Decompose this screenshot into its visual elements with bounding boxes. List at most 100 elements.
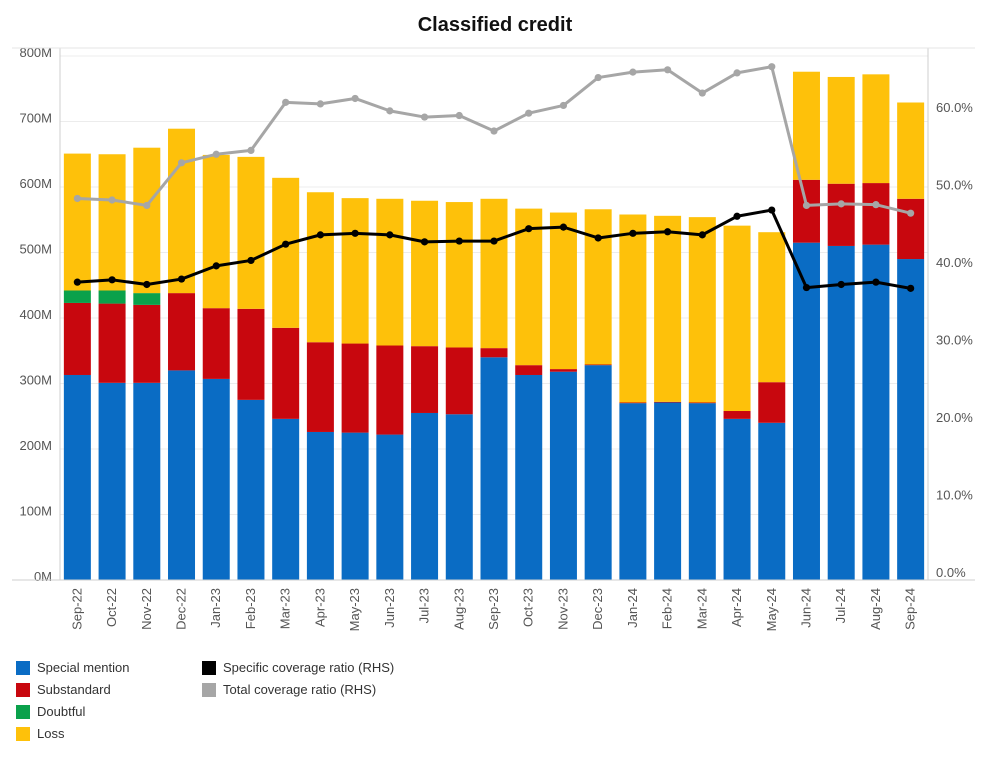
legend-item: Specific coverage ratio (RHS)	[202, 660, 394, 675]
bar-segment	[237, 156, 265, 309]
x-tick-label: Nov-23	[555, 588, 570, 630]
x-tick-label: Oct-22	[104, 588, 119, 627]
bar-segment	[63, 153, 91, 291]
series-line	[77, 65, 911, 215]
bar-segment	[63, 302, 91, 375]
bar-segment	[723, 411, 751, 419]
bar-segment	[272, 418, 300, 580]
bar-segment	[306, 192, 334, 343]
bar-segment	[897, 259, 925, 580]
series-point	[698, 231, 706, 239]
bar-segment	[63, 374, 91, 580]
x-tick-label: Jan-24	[625, 588, 640, 628]
bar-segment	[827, 245, 855, 580]
y-right-tick-label: 10.0%	[936, 488, 973, 503]
series-point	[73, 278, 81, 286]
bar-segment	[445, 347, 473, 415]
bar-segment	[341, 343, 369, 433]
legend-label: Loss	[37, 726, 65, 741]
bar-segment	[584, 364, 612, 366]
bar-segment	[515, 208, 543, 366]
legend-swatch	[16, 726, 30, 741]
series-point	[143, 280, 151, 289]
series-point	[108, 196, 116, 204]
bar-segment	[376, 198, 404, 346]
bar-segment	[688, 403, 716, 580]
series-point	[386, 231, 394, 239]
series-point	[316, 231, 324, 239]
series-point	[420, 113, 429, 121]
x-tick-label: Mar-24	[694, 588, 709, 629]
bar-segment	[515, 374, 543, 580]
series-point	[143, 201, 151, 210]
series-point	[907, 284, 915, 292]
bar-segment	[445, 414, 473, 580]
bar-segment	[549, 212, 577, 370]
bar-segment	[688, 402, 716, 404]
series-point	[351, 94, 359, 103]
bar-segment	[654, 215, 682, 402]
bar-segment	[619, 402, 647, 404]
bar-segment	[827, 76, 855, 184]
x-tick-label: May-23	[347, 588, 362, 631]
bar-segment	[862, 74, 890, 184]
bar-segment	[862, 183, 890, 245]
bar-segment	[584, 365, 612, 580]
x-tick-label: Sep-22	[69, 588, 84, 630]
bar-segment	[98, 154, 126, 291]
bar-segment	[98, 290, 126, 304]
x-tick-label: Sep-23	[486, 588, 501, 630]
y-left-tick-label: 500M	[19, 242, 52, 257]
series-point	[282, 98, 290, 106]
axes-layer: 0M 100M 200M 300M 400M 500M 600M 700M 800M 0.0% 10…	[12, 45, 975, 631]
bar-segment	[272, 177, 300, 328]
y-left-tick-label: 600M	[19, 176, 52, 191]
x-tick-label: Jul-24	[833, 588, 848, 623]
bar-segment	[654, 402, 682, 580]
series-point	[837, 200, 845, 208]
bar-segment	[237, 399, 265, 580]
series-point	[768, 206, 776, 214]
legend-swatch	[16, 704, 30, 719]
series-point	[872, 201, 880, 209]
y-left-tick-label: 300M	[19, 373, 52, 388]
legend: Special mention Substandard Doubtful Loss Sp…	[16, 660, 616, 760]
bar-segment	[168, 128, 196, 294]
chart-title: Classified credit	[417, 14, 573, 36]
series-point	[108, 276, 116, 284]
x-tick-label: Feb-24	[660, 588, 675, 629]
bar-segment	[376, 434, 404, 580]
bar-segment	[897, 198, 925, 260]
series-point	[559, 223, 568, 231]
bar-segment	[237, 308, 265, 400]
bar-segment	[202, 308, 230, 379]
series-point	[351, 229, 359, 237]
series-point	[802, 283, 811, 292]
series-point	[525, 109, 533, 117]
x-tick-label: Apr-23	[312, 588, 327, 627]
series-point	[559, 101, 568, 110]
bar-segment	[272, 327, 300, 419]
legend-swatch	[202, 682, 216, 697]
lines-layer	[73, 63, 915, 292]
legend-label: Substandard	[37, 682, 111, 697]
series-point	[768, 63, 776, 71]
bar-segment	[549, 371, 577, 580]
series-point	[247, 146, 255, 154]
series-point	[177, 275, 186, 283]
bar-segment	[98, 303, 126, 383]
series-point	[386, 107, 394, 115]
y-right-tick-label: 50.0%	[936, 178, 973, 193]
legend-item: Loss	[16, 726, 64, 741]
series-point	[490, 237, 498, 245]
series-point	[455, 237, 463, 245]
bar-segment	[862, 244, 890, 580]
bar-segment	[515, 365, 543, 375]
x-tick-label: Jun-24	[798, 588, 813, 628]
x-tick-label: Aug-24	[868, 588, 883, 630]
bar-segment	[306, 431, 334, 580]
legend-label: Doubtful	[37, 704, 86, 719]
y-right-tick-label: 0.0%	[936, 565, 966, 580]
x-tick-label: Jan-23	[208, 588, 223, 628]
series-point	[664, 228, 672, 236]
